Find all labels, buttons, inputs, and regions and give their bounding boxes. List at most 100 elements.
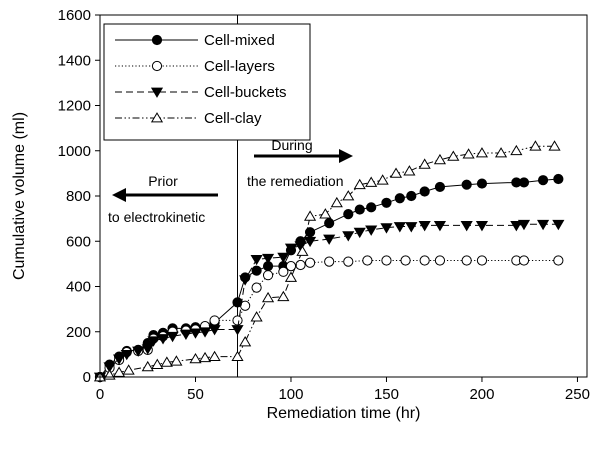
data-point xyxy=(403,165,416,176)
legend-marker xyxy=(150,112,164,123)
data-point xyxy=(475,147,489,158)
legend-item: Cell-mixed xyxy=(115,32,275,49)
data-point xyxy=(342,231,355,242)
data-point xyxy=(103,369,116,380)
data-point xyxy=(405,222,418,233)
data-point xyxy=(400,255,411,266)
x-tick-label: 0 xyxy=(96,386,104,403)
data-point xyxy=(381,255,392,266)
data-point xyxy=(156,334,170,345)
data-point xyxy=(166,331,179,343)
data-point xyxy=(537,175,549,186)
data-point xyxy=(365,176,378,187)
data-point xyxy=(324,256,335,267)
data-point xyxy=(433,153,447,165)
data-point xyxy=(447,150,460,161)
data-point xyxy=(365,225,378,236)
data-point xyxy=(250,254,263,266)
data-point xyxy=(189,352,202,364)
data-point xyxy=(518,255,530,266)
data-point xyxy=(433,221,447,232)
data-point xyxy=(475,221,489,232)
series-cell-clay xyxy=(93,140,561,382)
data-point xyxy=(353,178,366,190)
data-point xyxy=(198,351,212,363)
during-label-2: the remediation xyxy=(247,173,344,189)
y-tick-label: 400 xyxy=(66,279,91,296)
y-axis-title: Cumulative volume (ml) xyxy=(11,112,28,280)
data-point xyxy=(278,266,289,277)
during-arrowhead xyxy=(339,149,353,163)
data-point xyxy=(284,243,298,254)
y-tick-label: 1000 xyxy=(58,143,91,160)
data-point xyxy=(376,174,389,185)
data-point xyxy=(208,325,221,336)
data-point xyxy=(262,270,274,281)
legend-box xyxy=(103,23,311,141)
data-point xyxy=(284,271,298,282)
data-point xyxy=(510,221,523,232)
data-point xyxy=(160,356,173,367)
data-point xyxy=(277,252,290,264)
data-point xyxy=(380,223,393,234)
data-point xyxy=(304,257,316,268)
y-tick-label: 600 xyxy=(66,233,91,250)
data-point xyxy=(460,221,473,232)
data-point xyxy=(296,245,309,256)
legend-item: Cell-buckets xyxy=(115,84,287,101)
y-tick-label: 1600 xyxy=(58,7,91,24)
x-tick-label: 50 xyxy=(187,386,204,403)
data-point xyxy=(251,282,262,293)
data-point xyxy=(461,179,472,190)
data-point xyxy=(232,315,243,326)
legend-label: Cell-buckets xyxy=(204,84,287,101)
data-point xyxy=(552,219,565,231)
data-point xyxy=(418,221,431,232)
legend-label: Cell-mixed xyxy=(204,32,275,49)
data-point xyxy=(462,148,475,159)
data-point xyxy=(418,158,431,169)
data-point xyxy=(434,181,446,193)
legend-label: Cell-clay xyxy=(204,110,262,127)
data-point xyxy=(122,364,135,375)
data-point xyxy=(393,222,406,233)
data-point xyxy=(419,255,430,266)
data-point xyxy=(419,186,430,197)
series-cell-mixed xyxy=(94,173,564,383)
legend-marker xyxy=(151,60,163,72)
data-point xyxy=(208,350,221,362)
data-point xyxy=(132,346,145,357)
data-point xyxy=(366,202,377,213)
data-point xyxy=(406,190,417,202)
data-point xyxy=(294,241,307,252)
data-point xyxy=(240,300,251,311)
legend-label: Cell-layers xyxy=(204,58,275,75)
data-point xyxy=(151,358,164,369)
data-point xyxy=(461,255,472,266)
data-point xyxy=(434,255,446,266)
y-tick-label: 200 xyxy=(66,324,91,341)
data-point xyxy=(319,208,332,219)
y-tick-label: 0 xyxy=(83,369,91,386)
data-point xyxy=(239,336,252,347)
series-line xyxy=(99,223,559,378)
data-point xyxy=(494,147,508,158)
series-line xyxy=(99,260,559,378)
data-point xyxy=(231,350,244,362)
x-axis-title: Remediation time (hr) xyxy=(267,405,421,422)
data-point xyxy=(343,209,354,220)
data-point xyxy=(304,227,316,238)
data-point xyxy=(250,311,263,322)
y-tick-label: 1400 xyxy=(58,52,91,69)
data-point xyxy=(261,253,275,265)
data-point xyxy=(113,354,126,365)
data-point xyxy=(353,227,366,239)
data-point xyxy=(330,196,343,208)
data-point xyxy=(548,140,561,151)
data-point xyxy=(141,360,154,372)
prior-arrowhead xyxy=(112,188,126,202)
series-cell-buckets xyxy=(93,219,565,383)
data-point xyxy=(354,204,365,215)
data-point xyxy=(304,210,317,221)
data-point xyxy=(518,177,530,188)
